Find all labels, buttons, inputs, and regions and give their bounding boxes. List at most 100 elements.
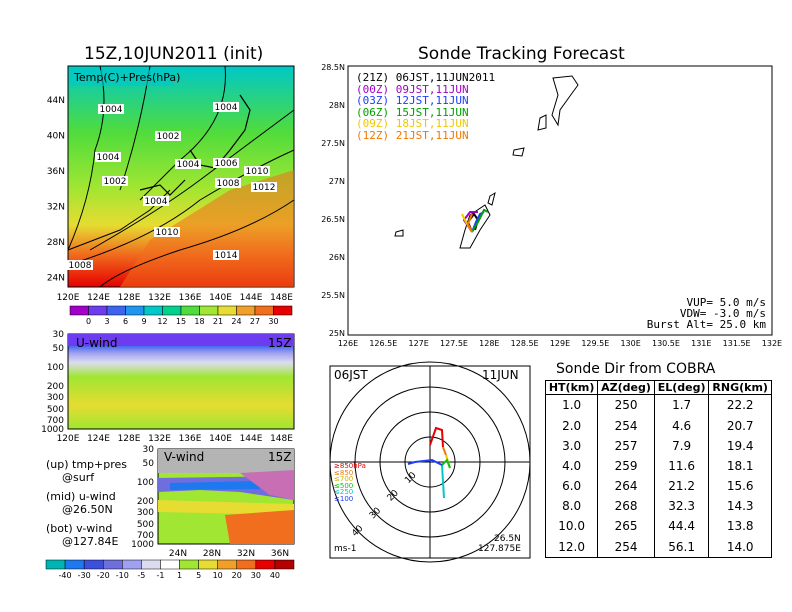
- wind-colorbar-label: -40: [59, 571, 72, 580]
- temp-colorbar-cell: [125, 305, 145, 316]
- track-lon-tick: 132E: [762, 339, 782, 348]
- temp-colorbar-label: 30: [268, 317, 278, 326]
- legend-00z: (00Z) 09JST,11JUN: [356, 82, 469, 96]
- map-lon-tick: 120E: [57, 293, 80, 303]
- wind-colorbar-label: 30: [251, 571, 261, 580]
- map-lon-tick: 148E: [270, 293, 293, 303]
- isobar-label-bg: [213, 158, 239, 168]
- isobar-label-bg: [251, 182, 277, 192]
- sonde-dir-cell: 44.4: [653, 516, 710, 537]
- map-lon-tick: 136E: [179, 293, 202, 303]
- wind-colorbar-cell: [122, 559, 142, 570]
- sonde-dir-cell: 259: [597, 455, 655, 476]
- uwind-p-tick: 1000: [41, 425, 64, 435]
- sonde-dir-cell: 10.0: [544, 516, 599, 537]
- track-map: [347, 65, 773, 336]
- sonde-dir-cell: 12.0: [544, 536, 599, 558]
- vwind-panel: [157, 448, 295, 545]
- sonde-dir-cell: 20.7: [708, 415, 772, 436]
- header-el: EL(deg): [653, 380, 710, 395]
- track-lon-tick: 128E: [479, 339, 499, 348]
- wind-colorbar-label: 10: [213, 571, 223, 580]
- track-lat-tick: 25N: [329, 329, 345, 338]
- sonde-dir-cell: 13.8: [708, 516, 772, 537]
- right-title: Sonde Tracking Forecast: [418, 44, 625, 64]
- isobar-label: 1004: [97, 153, 120, 163]
- uwind-p-tick: 700: [47, 416, 64, 426]
- uwind-time: 15Z: [268, 336, 292, 350]
- wind-colorbar-cell: [255, 559, 276, 570]
- temp-colorbar-label: 18: [194, 317, 204, 326]
- uwind-lon-tick: 128E: [118, 434, 141, 444]
- sonde-dir-row: 12.0 254 56.1 14.0: [544, 536, 772, 558]
- map-lon-tick: 144E: [240, 293, 263, 303]
- map-lon-tick: 140E: [209, 293, 232, 303]
- hodo-lat: 26.5N: [494, 534, 521, 544]
- map-lat-tick: 32N: [47, 203, 65, 213]
- map-lon-tick: 124E: [87, 293, 110, 303]
- wind-colorbar-cell: [217, 559, 238, 570]
- legend-12z: (12Z) 21JST,11JUN: [356, 128, 469, 142]
- sonde-dir-cell: 1.7: [653, 394, 710, 416]
- track-params: VUP= 5.0 m/s VDW= -3.0 m/s Burst Alt= 25…: [646, 296, 766, 331]
- sonde-dir-cell: 4.0: [544, 455, 599, 476]
- sonde-dir-cell: 254: [597, 536, 655, 558]
- wind-colorbar-cell: [83, 559, 104, 570]
- track-lat-tick: 25.5N: [321, 291, 345, 300]
- isobar-label: 1014: [215, 251, 238, 261]
- vwind-lat-tick: 28N: [203, 549, 221, 559]
- sonde-dir-cell: 268: [597, 496, 655, 517]
- wind-colorbar-cell: [64, 559, 85, 570]
- legend-03z: (03Z) 12JST,11JUN: [356, 94, 469, 107]
- vwind-p-tick: 200: [137, 497, 154, 507]
- vwind-p-tick: 500: [137, 520, 154, 530]
- temp-colorbar-label: 27: [250, 317, 260, 326]
- sonde-dir-title: Sonde Dir from COBRA: [556, 361, 716, 377]
- sonde-dir-row: 8.0 268 32.3 14.3: [544, 496, 772, 517]
- uwind-p-tick: 100: [47, 363, 64, 373]
- isobar-label: 1010: [246, 167, 269, 177]
- track-lat-tick: 27.5N: [321, 139, 345, 148]
- wind-colorbar-cell: [160, 559, 180, 570]
- vwind-p-tick: 1000: [131, 540, 154, 550]
- wind-colorbar-label: -20: [97, 571, 110, 580]
- uwind-p-tick: 50: [53, 344, 65, 354]
- isobar-label-bg: [244, 166, 270, 176]
- header-az: AZ(deg): [597, 380, 655, 395]
- wind-colorbar-cell: [179, 559, 199, 570]
- temp-colorbar-cell: [143, 305, 163, 316]
- track-lon-tick: 127E: [408, 339, 428, 348]
- track-lon-tick: 130.5E: [652, 339, 680, 348]
- sonde-dir-cell: 7.9: [653, 435, 710, 456]
- wind-colorbar-cell: [198, 559, 218, 570]
- wind-colorbar-label: 20: [232, 571, 242, 580]
- sonde-dir-cell: 3.0: [544, 435, 599, 456]
- isobar-label: 1004: [145, 197, 168, 207]
- track-lon-tick: 128.5E: [511, 339, 539, 348]
- legend-21z: (21Z) 06JST,11JUN2011: [356, 71, 496, 84]
- map-label: Temp(C)+Pres(hPa): [74, 71, 181, 84]
- sonde-dir-cell: 14.0: [708, 536, 772, 558]
- wind-colorbar-label: 40: [270, 571, 280, 580]
- isobar-label: 1004: [177, 160, 200, 170]
- sonde-dir-row: 2.0 254 4.6 20.7: [544, 415, 772, 436]
- track-lat-tick: 28N: [329, 101, 345, 110]
- vwind-time: 15Z: [268, 450, 292, 464]
- uwind-lon-tick: 148E: [270, 434, 293, 444]
- sonde-dir-cell: 22.2: [708, 394, 772, 416]
- uwind-label: U-wind: [76, 336, 118, 350]
- vwind-p-tick: 300: [137, 508, 154, 518]
- temp-colorbar-cell: [106, 305, 126, 316]
- track-lon-tick: 129.5E: [581, 339, 609, 348]
- sonde-dir-cell: 265: [597, 516, 655, 537]
- sonde-dir-cell: 21.2: [653, 475, 710, 497]
- sonde-dir-cell: 264: [597, 475, 655, 497]
- map-lat-tick: 36N: [47, 167, 65, 177]
- sonde-dir-row: 10.0 265 44.4 13.8: [544, 516, 772, 537]
- uwind-lon-tick: 144E: [240, 434, 263, 444]
- legend-09z: (09Z) 18JST,11JUN: [356, 117, 469, 130]
- sonde-dir-cell: 8.0: [544, 496, 599, 517]
- map-lat-tick: 44N: [47, 96, 65, 106]
- wind-colorbar-label: -5: [137, 571, 145, 580]
